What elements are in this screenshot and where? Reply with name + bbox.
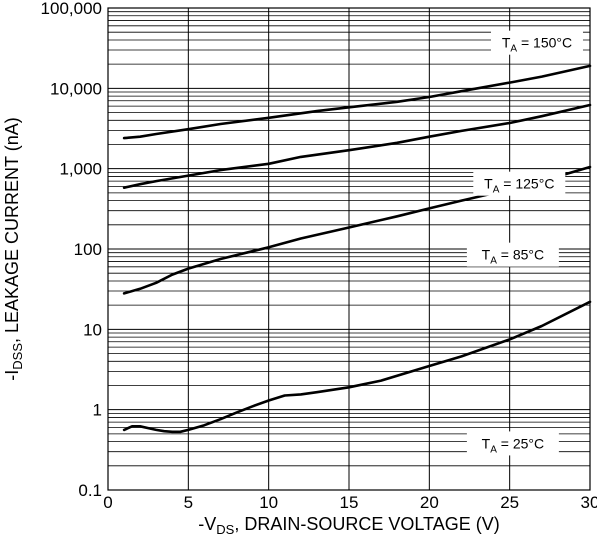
curve-label-background — [473, 171, 566, 196]
series-line-1 — [122, 103, 592, 189]
axis-titles: -VDS, DRAIN-SOURCE VOLTAGE (V) -IDSS, LEA… — [2, 117, 500, 537]
y-tick-label: 10 — [83, 320, 102, 339]
tick-labels: 0.1 1 10 100 1,000 10,000 100,000 0 5 10 15 20 25 30 — [41, 0, 597, 512]
x-tick-label: 30 — [581, 493, 597, 512]
x-tick-label: 0 — [103, 493, 112, 512]
curve-label-2: TA = 85°C — [482, 247, 544, 267]
curve-label-0: TA = 150°C — [502, 35, 572, 55]
series-line-0 — [122, 64, 592, 140]
plot-frame — [107, 7, 591, 491]
x-tick-label: 10 — [259, 493, 278, 512]
x-tick-label: 25 — [500, 493, 519, 512]
x-axis-title: -VDS, DRAIN-SOURCE VOLTAGE (V) — [198, 514, 499, 537]
series-line-3 — [122, 300, 592, 434]
curve-label-background — [466, 242, 559, 267]
x-tick-label: 15 — [340, 493, 359, 512]
y-tick-label: 0.1 — [78, 481, 102, 500]
curve-label-background — [490, 30, 583, 55]
curve-label-3: TA = 25°C — [482, 435, 544, 455]
x-tick-label: 20 — [420, 493, 439, 512]
y-tick-label: 1,000 — [59, 160, 102, 179]
x-tick-label: 5 — [184, 493, 193, 512]
y-tick-label: 1 — [93, 401, 102, 420]
curve-label-1: TA = 125°C — [484, 176, 554, 196]
y-axis-title: -IDSS, LEAKAGE CURRENT (nA) — [2, 117, 25, 380]
y-tick-label: 100 — [74, 240, 102, 259]
y-tick-label: 10,000 — [50, 79, 102, 98]
y-tick-label: 100,000 — [41, 0, 102, 18]
curve-labels: TA = 150°C TA = 125°C TA = 85°C TA = 25°C — [466, 30, 583, 456]
curve-label-background — [466, 431, 559, 456]
plot-frame-group — [107, 7, 591, 491]
